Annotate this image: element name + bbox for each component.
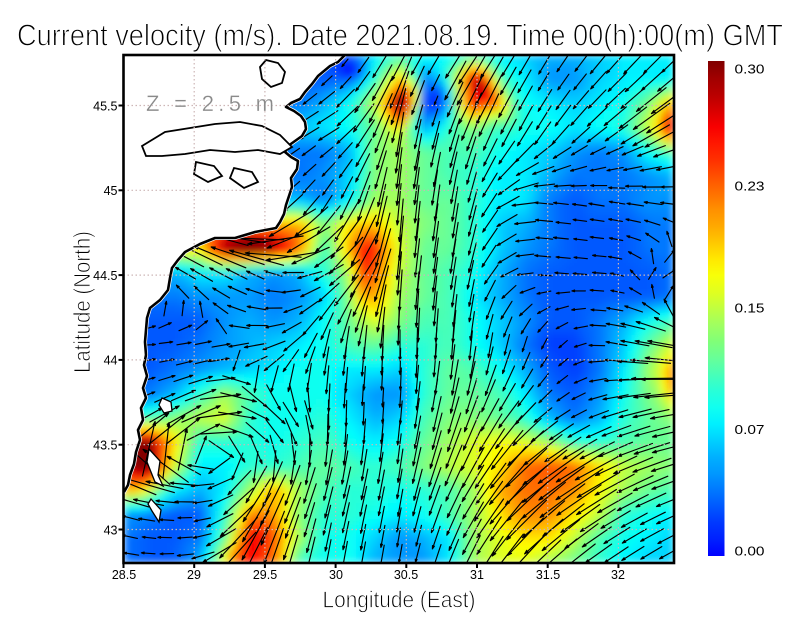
svg-text:44.5: 44.5	[93, 269, 117, 283]
svg-text:0.15: 0.15	[735, 301, 765, 316]
svg-text:0.00: 0.00	[735, 544, 765, 559]
svg-text:43: 43	[104, 523, 118, 537]
svg-text:28.5: 28.5	[112, 568, 136, 582]
svg-text:45.5: 45.5	[93, 99, 117, 113]
svg-text:0.07: 0.07	[735, 422, 765, 437]
svg-text:0.23: 0.23	[735, 179, 765, 194]
svg-text:32: 32	[611, 568, 625, 582]
svg-text:30: 30	[329, 568, 343, 582]
svg-text:Latitude (North): Latitude (North)	[69, 231, 95, 373]
svg-text:29.5: 29.5	[253, 568, 277, 582]
svg-text:29: 29	[187, 568, 201, 582]
svg-text:0.30: 0.30	[735, 62, 765, 77]
svg-text:Z = 2.5 m: Z = 2.5 m	[146, 91, 274, 116]
svg-text:43.5: 43.5	[93, 439, 117, 453]
svg-text:45: 45	[104, 184, 118, 198]
svg-text:Current velocity (m/s). Date 2: Current velocity (m/s). Date 2021.08.19.…	[17, 18, 783, 53]
svg-text:31.5: 31.5	[536, 568, 560, 582]
svg-text:44: 44	[104, 354, 118, 368]
svg-text:30.5: 30.5	[394, 568, 418, 582]
svg-text:Longitude (East): Longitude (East)	[323, 587, 476, 613]
svg-text:31: 31	[470, 568, 484, 582]
